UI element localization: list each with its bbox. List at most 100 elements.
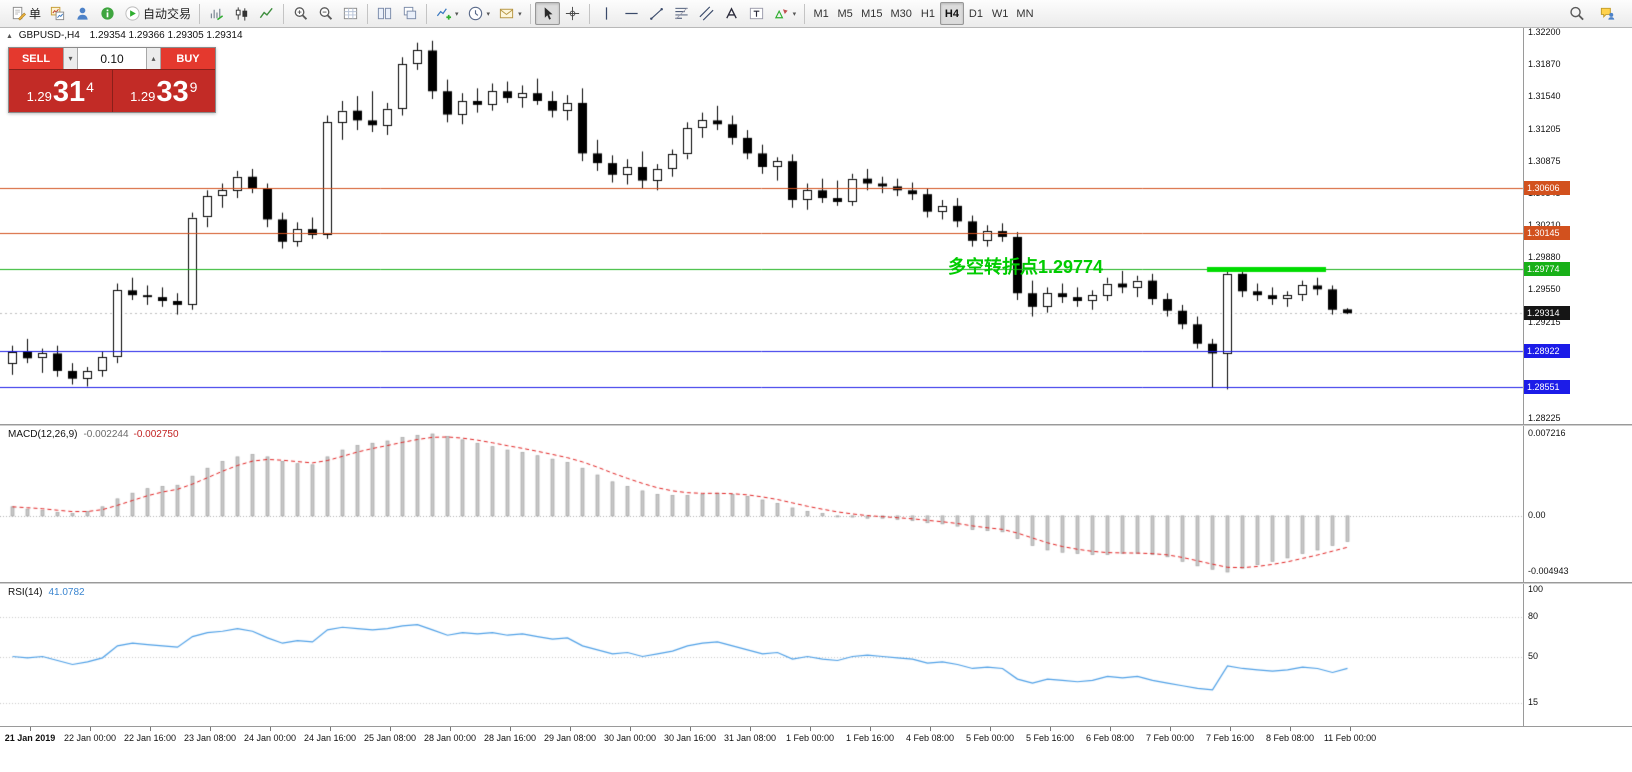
- time-axis-label: 23 Jan 08:00: [183, 733, 237, 743]
- collapse-arrow-icon[interactable]: ▲: [6, 33, 13, 40]
- price-axis-label: 1.29550: [1528, 284, 1561, 295]
- channel-button[interactable]: [694, 2, 719, 25]
- vertical-line-button[interactable]: [594, 2, 619, 25]
- charts-button[interactable]: [45, 2, 70, 25]
- horizontal-line-button[interactable]: [619, 2, 644, 25]
- time-axis-label: 31 Jan 08:00: [723, 733, 777, 743]
- tile-windows-button[interactable]: [372, 2, 397, 25]
- time-tick: [870, 727, 871, 731]
- macd-main-value: -0.002244: [83, 429, 129, 440]
- sell-price[interactable]: 1.29 31 4: [9, 70, 113, 112]
- caret-down-icon[interactable]: ▾: [486, 10, 491, 18]
- sell-button[interactable]: SELL: [9, 48, 63, 69]
- timeframe-d1[interactable]: D1: [964, 2, 988, 25]
- time-axis-label: 4 Feb 08:00: [905, 733, 955, 743]
- timeframe-h1-label: H1: [920, 7, 935, 20]
- template-icon: [498, 5, 515, 22]
- rsi-panel-splitter[interactable]: [0, 582, 1632, 584]
- macd-signal-value: -0.002750: [133, 429, 179, 440]
- caret-down-icon[interactable]: ▾: [455, 10, 459, 18]
- timeframe-h1[interactable]: H1: [916, 2, 940, 25]
- text-button[interactable]: [719, 2, 744, 25]
- new-order-button[interactable]: 单: [6, 2, 45, 25]
- timeframe-h4[interactable]: H4: [939, 2, 964, 25]
- timeframe-m15[interactable]: M15: [857, 2, 886, 25]
- candlestick-chart-button[interactable]: [229, 2, 254, 25]
- search-button[interactable]: [1564, 2, 1589, 25]
- macd-panel-splitter[interactable]: [0, 424, 1632, 426]
- community-button[interactable]: [1595, 2, 1620, 25]
- time-axis[interactable]: 21 Jan 2019 22 Jan 00:00 22 Jan 16:00 23 Ja…: [0, 726, 1632, 772]
- buy-price-prefix: 1.29: [130, 89, 156, 104]
- time-tick: [1230, 727, 1231, 731]
- bar-chart-button[interactable]: [204, 2, 229, 25]
- profile-button[interactable]: [70, 2, 95, 25]
- rsi-axis-label: 50: [1528, 650, 1539, 661]
- caret-down-icon[interactable]: ▾: [518, 10, 522, 18]
- level-price-tag: 1.30606: [1524, 180, 1570, 195]
- time-tick: [930, 727, 931, 731]
- periods-button[interactable]: ▾: [463, 2, 495, 25]
- cascade-windows-button[interactable]: [397, 2, 422, 25]
- time-tick: [1170, 727, 1171, 731]
- price-axis-label: 1.29215: [1528, 316, 1561, 327]
- toolbar-separator: [367, 3, 369, 24]
- time-axis-label: 8 Feb 08:00: [1265, 733, 1315, 743]
- channel-icon: [698, 5, 715, 22]
- time-tick: [1050, 727, 1051, 731]
- rsi-name: RSI(14): [8, 587, 43, 598]
- crosshair-button[interactable]: [560, 2, 585, 25]
- timeframe-m30-label: M30: [890, 7, 912, 20]
- market-button[interactable]: [95, 2, 120, 25]
- level-price-tag: 1.28922: [1524, 344, 1570, 359]
- timeframe-w1[interactable]: W1: [988, 2, 1013, 25]
- chart-canvas[interactable]: [0, 28, 1632, 726]
- new-order-button-label: 单: [29, 7, 42, 21]
- time-tick: [510, 727, 511, 731]
- timeframe-m1[interactable]: M1: [809, 2, 833, 25]
- caret-down-icon[interactable]: ▾: [792, 10, 797, 18]
- buy-button[interactable]: BUY: [161, 48, 215, 69]
- charts-grid-icon: [49, 5, 66, 22]
- auto-arrange-button[interactable]: [338, 2, 363, 25]
- toolbar: 单 自动交易 ▾ ▾ ▾ ▾ M1 M5 M15 M30 H1 H4 D1 W1 MN: [0, 0, 1632, 28]
- indicators-button[interactable]: ▾: [431, 2, 463, 25]
- text-label-button[interactable]: [744, 2, 769, 25]
- rsi-indicator-label: RSI(14) 41.0782: [8, 587, 85, 598]
- volume-input[interactable]: [78, 48, 146, 69]
- autotrade-button[interactable]: 自动交易: [120, 2, 195, 25]
- timeframe-mn[interactable]: MN: [1012, 2, 1037, 25]
- price-axis[interactable]: 1.322001.318701.315401.312051.308751.305…: [1524, 27, 1632, 726]
- price-axis-label: 1.32200: [1528, 27, 1561, 37]
- line-chart-button[interactable]: [254, 2, 279, 25]
- trendline-button[interactable]: [644, 2, 669, 25]
- toolbar-separator: [283, 3, 285, 24]
- timeframe-m1-label: M1: [813, 7, 829, 20]
- zoom-in-button[interactable]: [288, 2, 313, 25]
- volume-increase-button[interactable]: ▴: [146, 48, 161, 69]
- arrows-button[interactable]: ▾: [769, 2, 801, 25]
- zoom-out-button[interactable]: [313, 2, 338, 25]
- price-axis-label: 1.30210: [1528, 220, 1561, 230]
- buy-price[interactable]: 1.29 33 9: [113, 70, 216, 112]
- time-tick: [30, 727, 31, 731]
- time-axis-label: 28 Jan 16:00: [483, 733, 537, 743]
- timeframe-m5-label: M5: [837, 7, 853, 20]
- bar-chart-icon: [208, 5, 225, 22]
- buy-price-pip: 9: [189, 79, 198, 95]
- volume-decrease-button[interactable]: ▾: [63, 48, 78, 69]
- time-tick: [150, 727, 151, 731]
- timeframe-m5[interactable]: M5: [833, 2, 857, 25]
- templates-button[interactable]: ▾: [494, 2, 526, 25]
- time-tick: [90, 727, 91, 731]
- chart-area: ▲ GBPUSD-,H4 1.29354 1.29366 1.29305 1.2…: [0, 27, 1632, 772]
- sell-price-prefix: 1.29: [26, 89, 52, 104]
- fibonacci-button[interactable]: [669, 2, 694, 25]
- toolbar-right-group: [1564, 2, 1626, 25]
- time-axis-label: 24 Jan 00:00: [243, 733, 297, 743]
- cursor-icon: [539, 5, 556, 22]
- cursor-button[interactable]: [534, 2, 560, 25]
- sell-price-big: 31: [52, 76, 86, 108]
- timeframe-m30[interactable]: M30: [887, 2, 916, 25]
